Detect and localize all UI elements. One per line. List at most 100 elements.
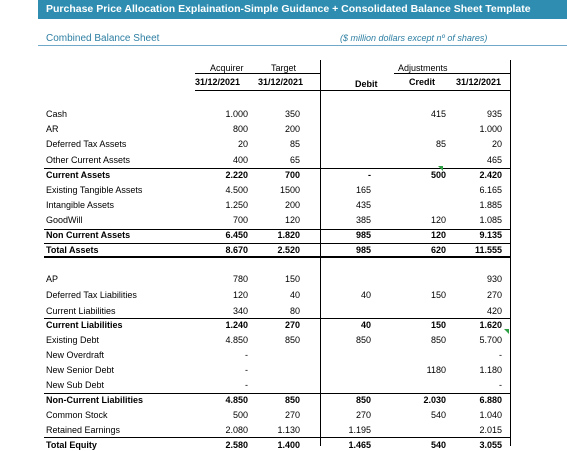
cell-res: 930	[486, 274, 502, 284]
cell-acq: 400	[232, 155, 248, 165]
row-label: AR	[46, 124, 59, 134]
header-rule	[394, 73, 510, 74]
row-label: Existing Tangible Assets	[46, 185, 143, 195]
cell-acq: 6.450	[225, 230, 248, 240]
cell-res: 6.880	[479, 395, 502, 405]
cell-cre: 150	[430, 320, 446, 330]
cell-acq: -	[245, 365, 248, 375]
row-label: Total Assets	[46, 245, 99, 255]
cell-res: 420	[486, 306, 502, 316]
row-rule	[44, 437, 510, 438]
cell-tgt: 700	[284, 170, 300, 180]
cell-acq: 700	[232, 215, 248, 225]
row-rule	[44, 393, 510, 394]
row-rule	[44, 168, 510, 169]
row-label: Current Assets	[46, 170, 111, 180]
cell-res: 9.135	[479, 230, 502, 240]
cell-acq: 20	[237, 139, 248, 149]
cell-acq: 1.240	[225, 320, 248, 330]
comment-indicator-icon[interactable]	[438, 166, 443, 171]
cell-acq: 2.580	[225, 440, 248, 450]
row-rule	[44, 256, 510, 258]
row-label: Non Current Assets	[46, 230, 131, 240]
cell-tgt: 270	[284, 320, 300, 330]
header-debit: Debit	[355, 79, 378, 89]
cell-acq: 1.250	[225, 200, 248, 210]
row-label: Cash	[46, 109, 68, 119]
row-label: New Overdraft	[46, 350, 105, 360]
header-rule	[195, 73, 321, 74]
cell-cre: 2.030	[423, 395, 446, 405]
cell-acq: 4.500	[225, 185, 248, 195]
cell-deb: 40	[360, 290, 371, 300]
cell-acq: -	[245, 350, 248, 360]
cell-res: 1.180	[479, 365, 502, 375]
row-rule	[44, 229, 510, 230]
page-title: Purchase Price Allocation Explaination-S…	[38, 0, 567, 19]
row-label: Deferred Tax Assets	[46, 139, 127, 149]
cell-res: 935	[486, 109, 502, 119]
cell-tgt: 200	[284, 200, 300, 210]
section-header: Combined Balance Sheet ($ million dollar…	[38, 30, 567, 47]
cell-deb: 40	[360, 320, 371, 330]
row-label: Intangible Assets	[46, 200, 115, 210]
row-label: AP	[46, 274, 59, 284]
cell-res: 465	[486, 155, 502, 165]
row-rule	[44, 318, 510, 319]
cell-acq: 2.080	[225, 425, 248, 435]
cell-tgt: 120	[284, 215, 300, 225]
row-label: Common Stock	[46, 410, 108, 420]
comment-indicator-icon[interactable]	[504, 329, 509, 334]
cell-res: -	[499, 380, 502, 390]
cell-acq: 2.220	[225, 170, 248, 180]
cell-res: 1.885	[479, 200, 502, 210]
cell-cre: 85	[435, 139, 446, 149]
cell-deb: 850	[355, 395, 371, 405]
row-label: GoodWill	[46, 215, 83, 225]
row-label: New Senior Debt	[46, 365, 115, 375]
cell-acq: 1.000	[225, 109, 248, 119]
cell-res: 2.420	[479, 170, 502, 180]
cell-res: 1.085	[479, 215, 502, 225]
cell-cre: 150	[430, 290, 446, 300]
row-label: Current Liabilities	[46, 306, 116, 316]
column-divider	[510, 60, 511, 446]
cell-tgt: 350	[284, 109, 300, 119]
cell-acq: 120	[232, 290, 248, 300]
row-label: Current Liabilities	[46, 320, 123, 330]
cell-res: 1.040	[479, 410, 502, 420]
cell-cre: 120	[430, 215, 446, 225]
cell-tgt: 1.130	[277, 425, 300, 435]
cell-acq: -	[245, 380, 248, 390]
cell-deb: 850	[355, 335, 371, 345]
cell-acq: 8.670	[225, 245, 248, 255]
row-label: Deferred Tax Liabilities	[46, 290, 137, 300]
cell-acq: 4.850	[225, 335, 248, 345]
cell-deb: 1.465	[348, 440, 371, 450]
balance-sheet-table: Acquirer Target Adjustments 31/12/2021 3…	[38, 0, 567, 450]
cell-tgt: 850	[284, 395, 300, 405]
cell-res: 5.700	[479, 335, 502, 345]
cell-deb: 1.195	[348, 425, 371, 435]
cell-res: 6.165	[479, 185, 502, 195]
cell-tgt: 1500	[279, 185, 300, 195]
header-acquirer: Acquirer	[210, 63, 244, 73]
cell-tgt: 200	[284, 124, 300, 134]
sheet-title: Combined Balance Sheet	[46, 33, 160, 44]
cell-cre: 120	[430, 230, 446, 240]
cell-acq: 780	[232, 274, 248, 284]
header-divider	[38, 45, 567, 46]
cell-deb: 435	[355, 200, 371, 210]
cell-cre: 620	[430, 245, 446, 255]
cell-acq: 800	[232, 124, 248, 134]
row-label: Retained Earnings	[46, 425, 121, 435]
cell-deb: 985	[355, 230, 371, 240]
cell-cre: 500	[430, 170, 446, 180]
cell-cre: 415	[430, 109, 446, 119]
cell-tgt: 1.820	[277, 230, 300, 240]
cell-res: 1.000	[479, 124, 502, 134]
header-rule	[195, 90, 510, 91]
cell-deb: 270	[355, 410, 371, 420]
cell-res: -	[499, 350, 502, 360]
header-credit: Credit	[409, 77, 436, 87]
